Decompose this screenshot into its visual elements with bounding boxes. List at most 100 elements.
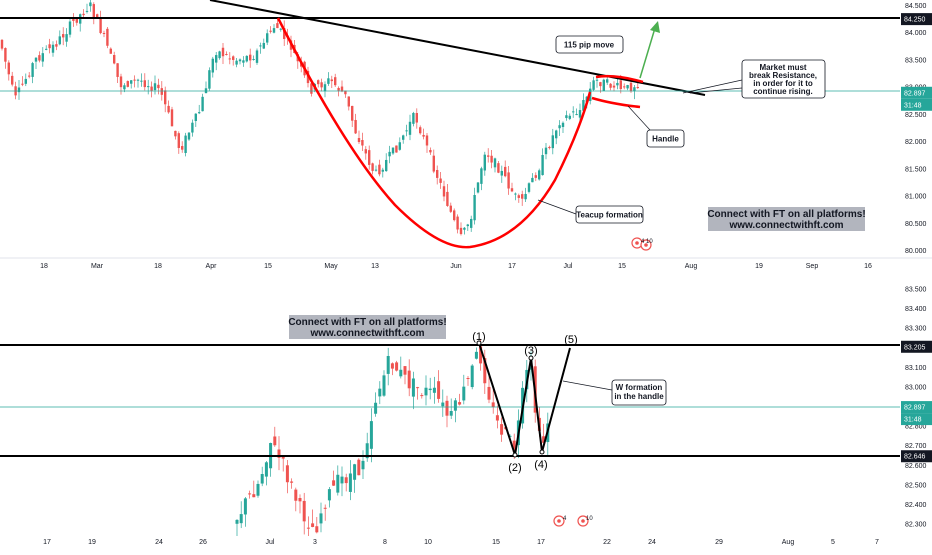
bottom-event-badges[interactable]: 4 10	[553, 515, 593, 527]
candle-body	[378, 388, 382, 397]
bottom-x-axis[interactable]: 17 19 24 26 Jul 3 8 10 15 17 22 24 29 Aug 5 7	[43, 539, 879, 546]
candle-body	[616, 82, 619, 86]
candle-body	[0, 39, 4, 49]
candle-body	[256, 483, 260, 496]
y-tick-label: 83.300	[905, 326, 927, 333]
y-tick-label: 83.000	[905, 384, 927, 391]
x-tick-label: Aug	[782, 539, 795, 546]
candle-body	[449, 411, 453, 416]
candle-body	[327, 78, 330, 84]
candle-body	[249, 54, 252, 61]
top-x-axis[interactable]: 18 Mar 18 Apr 15 May 13 Jun 17 Jul 15 Aug 19 Sep 16	[40, 263, 872, 270]
candle-body	[106, 28, 109, 46]
candle-body	[548, 146, 551, 149]
candle-body	[599, 82, 602, 87]
candle-body	[281, 456, 285, 459]
x-tick-label: Sep	[806, 263, 819, 270]
candle-body	[474, 351, 478, 359]
candle-body	[385, 159, 388, 172]
candle-body	[340, 476, 344, 484]
wave-label-2: (2)	[508, 462, 521, 474]
candle-body	[555, 130, 558, 139]
candle-body	[174, 130, 177, 137]
candle-body	[565, 115, 568, 119]
candle-body	[150, 86, 153, 91]
candle-body	[133, 79, 136, 81]
candle-body	[361, 140, 364, 146]
candle-body	[395, 145, 398, 153]
candle-body	[348, 473, 352, 492]
x-tick-label: 15	[264, 263, 272, 270]
callout-115-pip: 115 pip move	[555, 35, 624, 54]
top-event-badge[interactable]: 4 10	[631, 237, 653, 251]
x-tick-label: 7	[875, 539, 879, 546]
price-tag	[901, 450, 932, 463]
candle-body	[243, 498, 247, 515]
resistance-line-2: break Resistance,	[749, 71, 817, 80]
price-tag-label: 83.205	[904, 344, 926, 351]
candle-body	[572, 111, 575, 113]
breakout-arrow	[639, 21, 660, 79]
candle-body	[361, 460, 365, 470]
candle-body	[239, 514, 243, 524]
candle-body	[119, 76, 123, 88]
candle-body	[378, 164, 381, 175]
candle-body	[534, 175, 537, 178]
top-panel[interactable]: 115 pip move Market must break Resistanc…	[0, 0, 932, 270]
candle-body	[551, 135, 554, 149]
candle-body	[113, 55, 116, 64]
x-tick-label: 15	[492, 539, 500, 546]
top-y-axis[interactable]: 84.50084.00083.50083.00082.50082.00081.5…	[905, 3, 927, 255]
price-tag-label: 82.897	[904, 405, 926, 412]
candle-body	[609, 83, 612, 88]
candle-body	[245, 55, 248, 62]
callout-resistance: Market must break Resistance, in order f…	[682, 59, 826, 99]
candle-body	[89, 2, 92, 7]
candle-body	[391, 147, 395, 154]
y-tick-label: 82.400	[905, 502, 927, 509]
candle-body	[277, 449, 281, 458]
candle-body	[568, 115, 571, 119]
candle-body	[198, 112, 201, 114]
candle-body	[235, 60, 238, 65]
top-banner-line-2: www.connectwithft.com	[728, 220, 843, 231]
candle-body	[153, 83, 157, 91]
y-tick-label: 83.100	[905, 365, 927, 372]
bottom-panel[interactable]: (1) (2) (3) (4) (5) W formation in the h…	[0, 287, 932, 547]
candle-body	[582, 100, 585, 111]
candle-body	[85, 10, 89, 12]
candle-body	[575, 114, 578, 116]
candle-body	[626, 85, 629, 89]
y-tick-label: 84.000	[905, 30, 927, 37]
candle-body	[398, 142, 401, 150]
candle-body	[456, 216, 459, 230]
candle-body	[483, 358, 487, 384]
candle-body	[437, 381, 441, 399]
candle-body	[374, 402, 378, 414]
candle-body	[109, 48, 112, 54]
candle-body	[252, 494, 256, 498]
candle-body	[453, 210, 456, 221]
candle-body	[260, 474, 264, 484]
candle-body	[184, 135, 187, 153]
candle-body	[480, 168, 483, 184]
candle-body	[490, 155, 493, 163]
candle-body	[337, 87, 340, 91]
x-tick-label: Jul	[266, 539, 275, 546]
candle-body	[369, 421, 373, 449]
candle-body	[218, 51, 221, 59]
candle-body	[99, 17, 102, 34]
candle-body	[225, 54, 228, 56]
x-tick-label: 8	[383, 539, 387, 546]
candle-body	[521, 194, 524, 199]
candle-body	[7, 62, 10, 75]
candle-body	[48, 44, 51, 49]
y-tick-label: 82.300	[905, 522, 927, 529]
x-tick-label: 17	[508, 263, 516, 270]
candle-body	[504, 166, 507, 177]
candle-body	[232, 56, 235, 60]
candle-body	[276, 23, 279, 29]
candle-body	[317, 80, 320, 85]
candle-body	[353, 464, 357, 480]
